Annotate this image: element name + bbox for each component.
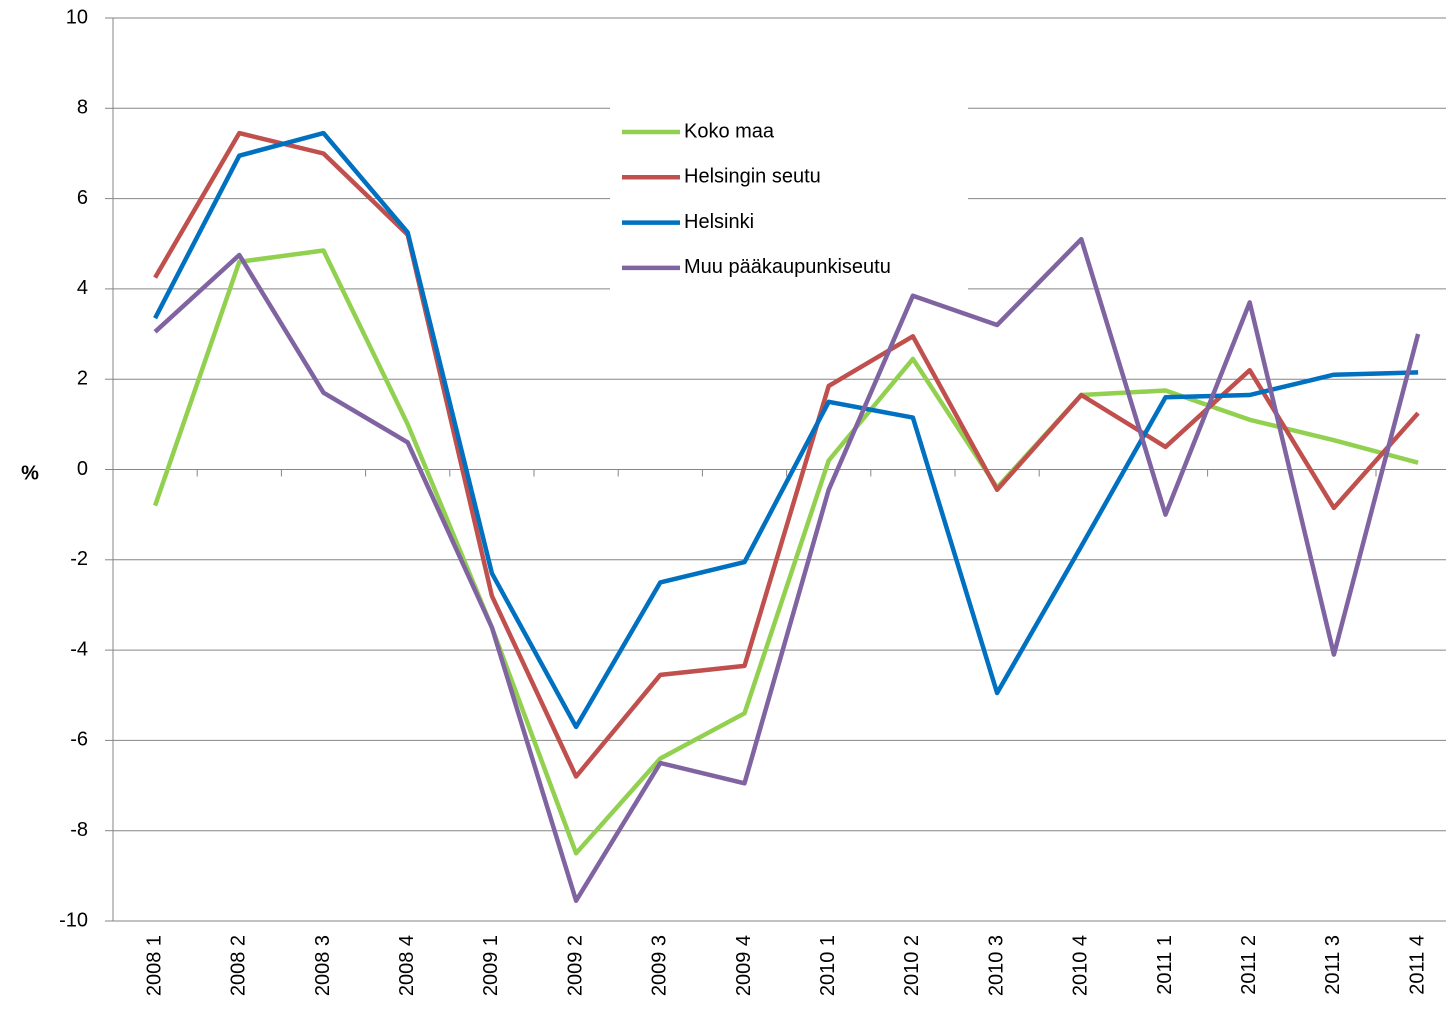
y-tick-label: 0 xyxy=(77,458,88,480)
y-tick-label: 2 xyxy=(77,367,88,389)
y-tick-label: -8 xyxy=(70,819,88,841)
x-tick-label: 2008 3 xyxy=(312,935,334,996)
y-axis-label: % xyxy=(21,462,39,484)
series-line xyxy=(153,236,1421,903)
y-tick-label: -6 xyxy=(70,729,88,751)
x-tick-label: 2010 3 xyxy=(985,935,1007,996)
x-tick-label: 2008 2 xyxy=(228,935,250,996)
y-tick-label: -2 xyxy=(70,548,88,570)
legend-label: Helsingin seutu xyxy=(684,166,821,188)
x-tick-label: 2009 1 xyxy=(480,935,502,996)
legend-box xyxy=(610,105,968,290)
x-tick-label: 2009 3 xyxy=(649,935,671,996)
legend-label: Muu pääkaupunkiseutu xyxy=(684,256,891,278)
x-tick-label: 2010 2 xyxy=(901,935,923,996)
x-tick-label: 2008 4 xyxy=(396,935,418,996)
x-tick-label: 2011 4 xyxy=(1406,935,1428,995)
x-tick-label: 2011 3 xyxy=(1322,935,1344,995)
y-tick-label: 10 xyxy=(66,6,88,28)
x-tick-label: 2011 1 xyxy=(1154,935,1176,995)
y-tick-label: -4 xyxy=(70,638,88,660)
x-tick-label: 2009 2 xyxy=(564,935,586,996)
series-line xyxy=(153,130,1419,730)
y-tick-label: -10 xyxy=(59,909,88,931)
y-tick-label: 4 xyxy=(77,277,88,299)
y-tick-label: 6 xyxy=(77,187,88,209)
series-line xyxy=(152,248,1419,856)
x-tick-label: 2009 4 xyxy=(733,935,755,996)
x-tick-label: 2010 1 xyxy=(817,935,839,996)
legend-label: Koko maa xyxy=(684,120,775,142)
y-tick-label: 8 xyxy=(77,97,88,119)
x-tick-label: 2010 4 xyxy=(1070,935,1092,996)
x-tick-label: 2011 2 xyxy=(1238,935,1260,995)
legend-label: Helsinki xyxy=(684,211,754,233)
x-tick-label: 2008 1 xyxy=(143,935,165,996)
